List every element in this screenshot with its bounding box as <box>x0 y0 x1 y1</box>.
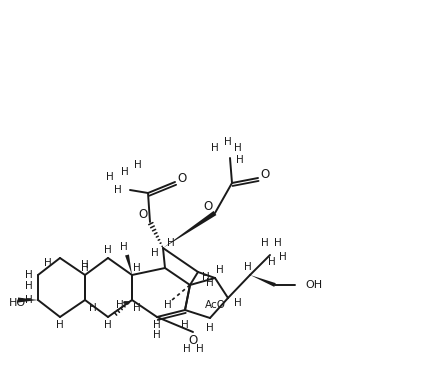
Text: H: H <box>25 281 33 291</box>
Text: H: H <box>244 262 251 272</box>
Text: H: H <box>181 320 188 330</box>
Text: H: H <box>236 155 244 165</box>
Text: H: H <box>153 330 160 340</box>
Text: H: H <box>268 257 275 267</box>
Text: H: H <box>153 320 160 330</box>
Text: H: H <box>81 263 88 273</box>
Text: O: O <box>188 334 197 348</box>
Polygon shape <box>125 255 132 275</box>
Text: O: O <box>177 171 186 185</box>
Polygon shape <box>162 211 216 248</box>
Text: H: H <box>233 143 241 153</box>
Text: H: H <box>81 260 88 270</box>
Text: O: O <box>203 200 212 214</box>
Text: H: H <box>25 270 33 280</box>
Text: HO: HO <box>9 298 26 308</box>
Text: H: H <box>183 344 191 354</box>
Text: H: H <box>206 323 213 333</box>
Text: H: H <box>106 172 113 182</box>
Text: H: H <box>44 258 52 268</box>
Text: O: O <box>260 168 269 182</box>
Text: AcO: AcO <box>204 300 225 310</box>
Polygon shape <box>249 275 275 287</box>
Polygon shape <box>18 298 38 302</box>
Text: H: H <box>196 344 203 354</box>
Text: H: H <box>25 295 33 305</box>
Text: H: H <box>104 320 112 330</box>
Text: O: O <box>138 208 147 222</box>
Text: H: H <box>134 160 141 170</box>
Text: H: H <box>133 263 141 273</box>
Text: H: H <box>215 265 223 275</box>
Text: H: H <box>261 238 268 248</box>
Text: H: H <box>151 248 159 258</box>
Text: OH: OH <box>304 280 321 290</box>
Text: H: H <box>201 272 209 282</box>
Text: H: H <box>273 238 281 248</box>
Text: H: H <box>279 252 286 262</box>
Text: H: H <box>116 300 124 310</box>
Text: H: H <box>211 143 219 153</box>
Text: H: H <box>89 303 97 313</box>
Text: H: H <box>206 278 213 288</box>
Text: H: H <box>133 303 141 313</box>
Text: H: H <box>121 167 129 177</box>
Text: H: H <box>233 298 241 308</box>
Text: H: H <box>167 238 174 248</box>
Text: H: H <box>114 185 122 195</box>
Text: H: H <box>224 137 231 147</box>
Text: H: H <box>164 300 172 310</box>
Text: H: H <box>120 242 127 252</box>
Text: H: H <box>104 245 112 255</box>
Text: H: H <box>56 320 64 330</box>
